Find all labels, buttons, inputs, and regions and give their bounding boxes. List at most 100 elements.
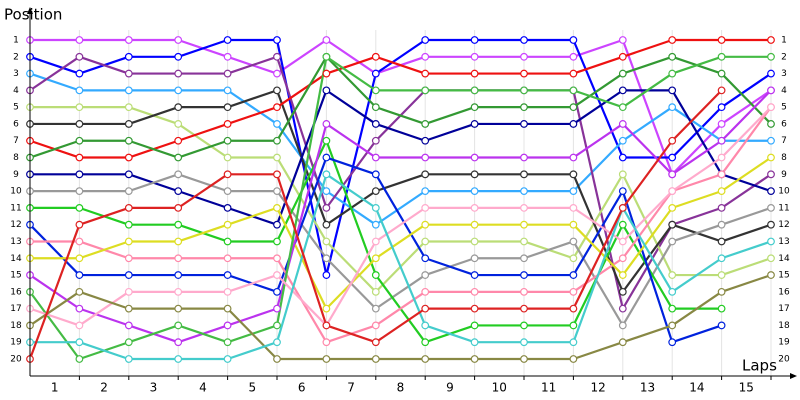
position-marker [273, 287, 281, 296]
position-marker [75, 170, 84, 179]
position-marker [421, 203, 430, 212]
position-marker [75, 187, 84, 196]
position-marker [174, 86, 183, 95]
position-marker [322, 254, 331, 263]
position-marker [371, 321, 380, 330]
position-marker [371, 136, 380, 145]
position-marker [668, 52, 677, 61]
position-marker [322, 120, 331, 128]
position-marker [520, 355, 528, 363]
position-marker [322, 153, 331, 162]
position-marker [75, 36, 84, 44]
position-marker [223, 304, 232, 313]
position-marker [717, 187, 726, 196]
position-marker [223, 120, 232, 128]
position-marker [421, 120, 430, 128]
position-marker [668, 187, 677, 196]
position-marker [618, 120, 627, 128]
position-marker [174, 271, 183, 279]
y-tick-label: 16 [10, 287, 22, 297]
y-tick-label-right: 19 [778, 338, 790, 348]
position-marker [174, 52, 183, 61]
position-marker [75, 287, 84, 296]
series-line [29, 274, 772, 361]
position-marker [569, 52, 578, 61]
position-marker [717, 304, 726, 313]
position-marker [421, 170, 430, 179]
x-tick-label: 11 [541, 381, 556, 395]
y-tick-label-right: 8 [781, 153, 787, 163]
y-tick-label-right: 7 [781, 136, 787, 146]
position-marker [470, 36, 479, 44]
x-tick-label: 10 [492, 381, 507, 395]
x-tick-label: 5 [248, 381, 256, 395]
position-marker [124, 287, 133, 296]
position-marker [75, 86, 84, 95]
position-marker [470, 203, 479, 212]
position-marker [668, 69, 677, 78]
position-marker [174, 36, 183, 44]
position-marker [371, 304, 380, 313]
position-marker [668, 220, 677, 229]
position-marker [124, 187, 133, 196]
x-tick-label: 14 [689, 381, 704, 395]
position-marker [371, 52, 380, 61]
position-marker [174, 170, 183, 179]
position-marker [767, 187, 775, 196]
position-marker [717, 287, 726, 296]
position-marker [273, 321, 281, 330]
y-axis-arrow [27, 7, 33, 14]
position-marker [421, 136, 430, 145]
position-marker [322, 203, 331, 212]
position-marker [668, 338, 677, 347]
y-tick-label-right: 17 [778, 304, 789, 314]
position-marker [273, 52, 281, 61]
position-marker [322, 271, 331, 279]
position-marker [371, 86, 380, 95]
position-marker [371, 187, 380, 196]
position-marker [124, 203, 133, 212]
series-line [29, 55, 772, 159]
position-marker [767, 120, 775, 128]
position-marker [569, 220, 578, 229]
position-marker [520, 220, 528, 229]
position-marker [124, 36, 133, 44]
position-marker [569, 69, 578, 78]
position-marker [371, 287, 380, 296]
position-marker [668, 203, 677, 212]
position-marker [223, 86, 232, 95]
position-marker [767, 271, 775, 279]
y-tick-label-right: 10 [778, 187, 790, 197]
position-marker [618, 321, 627, 330]
position-marker [569, 187, 578, 196]
position-marker [174, 153, 183, 162]
position-marker [223, 52, 232, 61]
position-marker [569, 338, 578, 347]
position-marker [273, 153, 281, 162]
position-marker [322, 86, 331, 95]
y-tick-label: 18 [10, 321, 22, 331]
position-marker [75, 254, 84, 263]
position-marker [421, 338, 430, 347]
position-marker [668, 170, 677, 179]
position-marker [520, 86, 528, 95]
position-marker [75, 237, 84, 246]
position-marker [273, 36, 281, 44]
position-marker [421, 52, 430, 61]
position-marker [273, 170, 281, 179]
position-marker [470, 271, 479, 279]
x-axis-title: Laps [742, 357, 777, 375]
y-tick-label: 15 [10, 271, 21, 281]
position-marker [470, 254, 479, 263]
y-tick-label: 5 [13, 103, 19, 113]
position-marker [273, 220, 281, 229]
position-marker [470, 220, 479, 229]
position-marker [273, 69, 281, 78]
position-marker [273, 338, 281, 347]
position-marker [371, 170, 380, 179]
position-marker [618, 153, 627, 162]
position-marker [470, 52, 479, 61]
position-marker [767, 69, 775, 78]
position-marker [767, 153, 775, 162]
x-tick-label: 4 [199, 381, 207, 395]
